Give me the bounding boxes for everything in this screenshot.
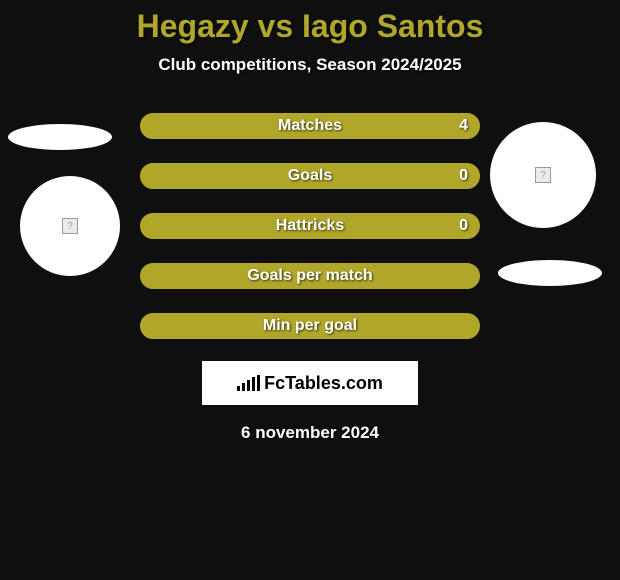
stat-value-right: 0	[459, 167, 468, 185]
stat-label: Hattricks	[276, 217, 344, 235]
stats-list: 4 Matches 0 Goals 0 Hattricks Goals per match M…	[0, 113, 620, 339]
content: Hegazy vs Iago Santos Club competitions,…	[0, 0, 620, 443]
page-title: Hegazy vs Iago Santos	[0, 8, 620, 45]
stat-row: 4 Matches	[140, 113, 480, 139]
logo-bars-icon	[237, 375, 260, 391]
stat-label: Min per goal	[263, 317, 357, 335]
stat-value-right: 0	[459, 217, 468, 235]
stat-row: Goals per match	[140, 263, 480, 289]
stat-label: Matches	[278, 117, 342, 135]
stat-label: Goals	[288, 167, 332, 185]
date-line: 6 november 2024	[0, 423, 620, 443]
logo: FcTables.com	[237, 373, 383, 394]
stat-row: Min per goal	[140, 313, 480, 339]
stat-row: 0 Hattricks	[140, 213, 480, 239]
logo-box: FcTables.com	[202, 361, 418, 405]
stat-value-right: 4	[459, 117, 468, 135]
logo-text: FcTables.com	[264, 373, 383, 394]
subtitle: Club competitions, Season 2024/2025	[0, 55, 620, 75]
stat-row: 0 Goals	[140, 163, 480, 189]
stat-label: Goals per match	[247, 267, 372, 285]
